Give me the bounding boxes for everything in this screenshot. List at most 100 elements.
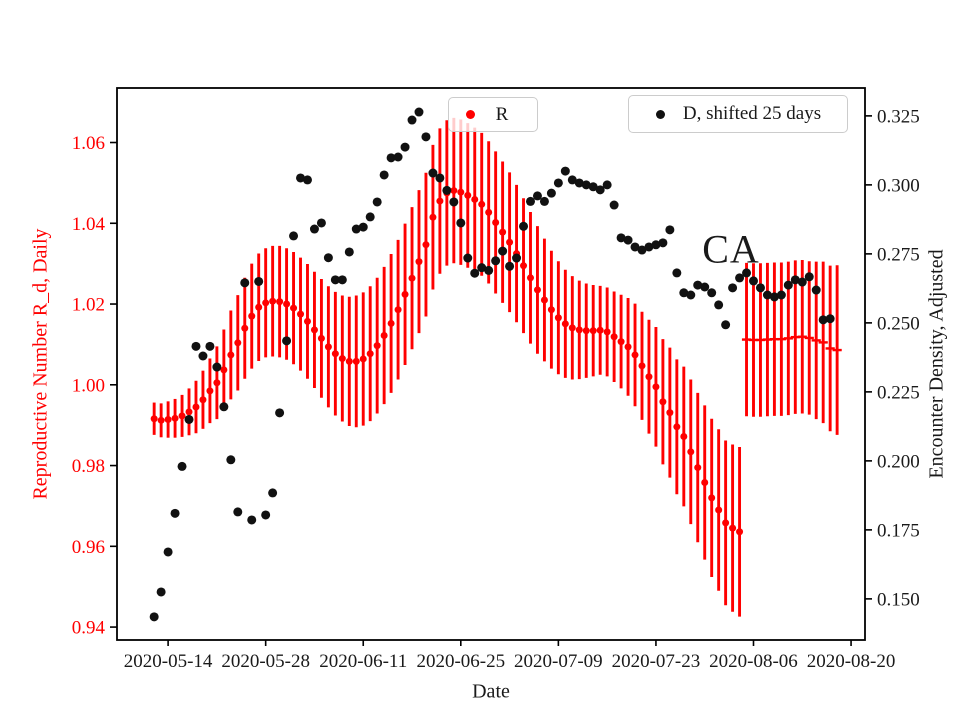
data-point xyxy=(686,290,696,300)
data-point xyxy=(526,274,534,282)
data-point xyxy=(449,197,459,207)
data-point xyxy=(290,304,298,312)
data-point xyxy=(693,280,703,290)
data-point xyxy=(407,115,417,125)
data-point xyxy=(560,166,570,176)
data-point xyxy=(574,178,584,188)
data-point xyxy=(386,153,396,163)
data-point xyxy=(199,396,207,404)
data-point xyxy=(609,200,619,210)
data-point xyxy=(436,197,444,205)
data-point xyxy=(324,343,332,351)
data-point xyxy=(804,272,814,282)
data-point xyxy=(414,107,424,117)
tick-label: 0.275 xyxy=(877,244,920,265)
x-axis-label: Date xyxy=(472,680,510,703)
data-point xyxy=(268,488,278,498)
data-point xyxy=(701,479,709,487)
tick-label: 1.02 xyxy=(72,295,105,316)
tick-label: 2020-07-23 xyxy=(612,651,701,672)
data-point xyxy=(337,275,347,285)
data-point xyxy=(316,218,326,228)
data-point xyxy=(610,333,618,341)
data-point xyxy=(302,175,312,185)
data-point xyxy=(442,185,452,195)
legend-r-marker-icon xyxy=(466,110,475,119)
data-point xyxy=(435,173,445,183)
data-point xyxy=(359,355,367,363)
data-point xyxy=(351,224,361,234)
data-point xyxy=(248,312,256,320)
data-point xyxy=(595,185,605,195)
data-point xyxy=(421,132,431,142)
data-point xyxy=(783,280,793,290)
data-point xyxy=(255,303,263,311)
data-point xyxy=(651,240,661,250)
data-point xyxy=(525,196,535,206)
data-point xyxy=(567,175,577,185)
data-point xyxy=(672,268,682,278)
data-point xyxy=(330,275,340,285)
data-point xyxy=(185,408,193,416)
data-point xyxy=(163,547,173,557)
data-point xyxy=(393,152,403,162)
data-point xyxy=(575,326,583,334)
data-point xyxy=(282,336,292,346)
data-point xyxy=(261,510,271,520)
data-point xyxy=(568,324,576,332)
data-point xyxy=(471,195,479,203)
data-point xyxy=(212,362,222,372)
tick-label: 0.200 xyxy=(877,451,920,472)
data-point xyxy=(198,351,208,361)
data-point xyxy=(512,253,522,263)
data-point xyxy=(645,373,653,381)
data-point xyxy=(428,168,438,178)
data-point xyxy=(247,515,257,525)
data-point xyxy=(644,242,654,252)
data-point xyxy=(262,299,270,307)
data-point xyxy=(373,342,381,350)
data-point xyxy=(317,334,325,342)
data-point xyxy=(554,314,562,322)
data-point xyxy=(192,403,200,411)
tick-label: 0.94 xyxy=(72,618,106,639)
data-point xyxy=(379,170,389,180)
tick-label: 2020-05-14 xyxy=(124,651,213,672)
data-point xyxy=(380,332,388,340)
data-point xyxy=(519,221,529,231)
legend-d-shifted: D, shifted 25 days xyxy=(628,95,848,133)
data-point xyxy=(205,341,215,351)
data-point xyxy=(296,173,306,183)
data-point xyxy=(366,350,374,358)
data-point xyxy=(429,213,437,221)
data-point xyxy=(240,278,250,288)
data-point xyxy=(456,218,466,228)
data-point xyxy=(220,366,228,374)
data-point xyxy=(178,412,186,420)
data-point xyxy=(283,300,291,308)
data-point xyxy=(269,297,277,305)
data-point xyxy=(790,275,800,285)
plot-border xyxy=(116,87,866,641)
data-point xyxy=(616,233,626,243)
data-point xyxy=(365,212,375,222)
data-point xyxy=(694,464,702,472)
data-point xyxy=(415,258,423,266)
data-point xyxy=(372,197,382,207)
data-point xyxy=(463,253,473,263)
data-point xyxy=(170,508,180,518)
data-point xyxy=(177,461,187,471)
data-point xyxy=(825,314,835,324)
data-point xyxy=(297,310,305,318)
data-point xyxy=(532,191,542,201)
data-point xyxy=(323,253,333,263)
data-point xyxy=(338,355,346,363)
data-point xyxy=(776,290,786,300)
data-point xyxy=(276,298,284,306)
data-point xyxy=(227,351,235,359)
data-point xyxy=(150,415,158,423)
data-point xyxy=(637,245,647,255)
data-point xyxy=(602,180,612,190)
data-point xyxy=(728,283,738,293)
